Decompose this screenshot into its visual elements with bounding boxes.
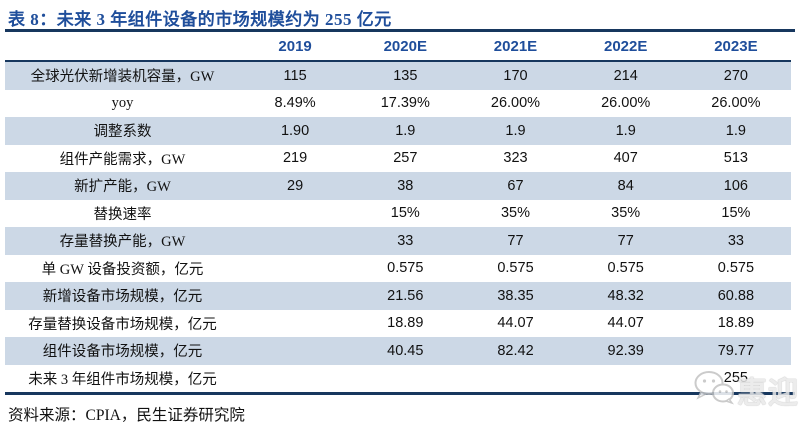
source-note: 资料来源：CPIA，民生证券研究院	[8, 407, 245, 424]
row-label: 组件产能需求，GW	[59, 151, 186, 168]
table-cell: 29	[287, 177, 304, 194]
table-cell: 323	[503, 150, 528, 167]
table-cell: 84	[617, 177, 634, 194]
column-header-2020E: 2020E	[383, 37, 427, 55]
table-cell: 255	[723, 370, 748, 387]
table-cell: 8.49%	[274, 95, 316, 112]
table-cell: 1.9	[395, 122, 416, 139]
table-cell: 82.42	[497, 342, 534, 359]
column-header-2023E: 2023E	[714, 37, 758, 55]
table-cell: 214	[613, 67, 638, 84]
table-row: 未来 3 年组件市场规模，亿元 255	[5, 365, 791, 393]
table-row: 新扩产能，GW 29 38 67 84 106	[5, 172, 791, 200]
data-table: 2019 2020E 2021E 2022E 2023E 全球光伏新增装机容量，GW 11…	[5, 32, 791, 392]
table-cell: 67	[507, 177, 524, 194]
table-cell: 0.575	[387, 260, 424, 277]
table-row: 新增设备市场规模，亿元 21.56 38.35 48.32 60.88	[5, 282, 791, 310]
table-cell: 1.9	[615, 122, 636, 139]
table-row: 组件设备市场规模，亿元 40.45 82.42 92.39 79.77	[5, 337, 791, 365]
table-cell: 33	[727, 232, 744, 249]
table-cell: 92.39	[607, 342, 644, 359]
table-cell: 18.89	[717, 315, 755, 332]
table-row: 存量替换设备市场规模，亿元 18.89 44.07 44.07 18.89	[5, 310, 791, 338]
table-cell: 219	[282, 150, 308, 167]
table-body: 全球光伏新增装机容量，GW 115 135 170 214 270 yoy 8.49% 17.3…	[5, 62, 791, 392]
table-cell: 513	[723, 150, 748, 167]
table-cell: 135	[393, 67, 418, 84]
table-cell: 77	[617, 232, 634, 249]
table-cell: 21.56	[387, 287, 424, 304]
row-label: 组件设备市场规模，亿元	[42, 344, 203, 361]
row-label: 存量替换设备市场规模，亿元	[28, 316, 217, 333]
table-cell: 15%	[390, 205, 420, 222]
table-cell: 106	[723, 177, 748, 194]
table-row: 单 GW 设备投资额，亿元 0.575 0.575 0.575 0.575	[5, 255, 791, 283]
table-row: 替换速率 15% 35% 35% 15%	[5, 200, 791, 228]
row-label: 单 GW 设备投资额，亿元	[41, 261, 204, 278]
table-cell: 35%	[611, 205, 641, 222]
table-cell: 18.89	[387, 315, 424, 332]
header-divider	[5, 60, 791, 62]
table-cell: 257	[393, 150, 418, 167]
table-cell: 79.77	[717, 342, 755, 359]
table-cell: 270	[723, 67, 748, 84]
table-row: 组件产能需求，GW 219 257 323 407 513	[5, 145, 791, 173]
table-cell: 33	[397, 232, 414, 249]
title-divider	[5, 29, 795, 32]
row-label: 新扩产能，GW	[74, 179, 171, 196]
table-cell: 17.39%	[380, 95, 430, 112]
table-cell: 407	[613, 150, 638, 167]
row-label: 未来 3 年组件市场规模，亿元	[28, 371, 217, 388]
table-row: 存量替换产能，GW 33 77 77 33	[5, 227, 791, 255]
table-cell: 40.45	[387, 342, 424, 359]
table-cell: 1.9	[505, 122, 526, 139]
table-cell: 60.88	[717, 287, 755, 304]
row-label: 存量替换产能，GW	[59, 234, 186, 251]
table-cell: 77	[507, 232, 524, 249]
table-cell: 44.07	[497, 315, 534, 332]
table-cell: 1.90	[280, 122, 310, 139]
column-header-2019: 2019	[278, 37, 312, 55]
table-cell: 35%	[500, 205, 530, 222]
row-label: yoy	[111, 94, 134, 111]
table-cell: 26.00%	[601, 95, 651, 112]
table-cell: 0.575	[497, 260, 534, 277]
row-label: 调整系数	[93, 124, 152, 141]
table-cell: 115	[283, 67, 307, 84]
table-row: 调整系数 1.90 1.9 1.9 1.9 1.9	[5, 117, 791, 145]
table-cell: 0.575	[717, 260, 755, 277]
table-bottom-divider	[5, 392, 795, 395]
table-cell: 15%	[721, 205, 751, 222]
table-cell: 1.9	[725, 122, 746, 139]
row-label: 全球光伏新增装机容量，GW	[30, 69, 215, 86]
page-title: 表 8：未来 3 年组件设备的市场规模约为 255 亿元	[8, 10, 392, 29]
table-cell: 26.00%	[711, 95, 761, 112]
table-cell: 44.07	[607, 315, 644, 332]
table-row: 全球光伏新增装机容量，GW 115 135 170 214 270	[5, 62, 791, 90]
column-header-2021E: 2021E	[493, 37, 538, 55]
table-cell: 0.575	[607, 260, 644, 277]
table-cell: 38.35	[497, 287, 534, 304]
row-label: 新增设备市场规模，亿元	[42, 289, 203, 306]
table-header-row: 2019 2020E 2021E 2022E 2023E	[5, 32, 791, 60]
table-cell: 26.00%	[490, 95, 541, 112]
table-row: yoy 8.49% 17.39% 26.00% 26.00% 26.00%	[5, 90, 791, 118]
table-cell: 48.32	[607, 287, 644, 304]
table-cell: 170	[503, 67, 528, 84]
row-label: 替换速率	[93, 206, 152, 223]
column-header-2022E: 2022E	[604, 37, 648, 55]
table-cell: 38	[397, 177, 414, 194]
